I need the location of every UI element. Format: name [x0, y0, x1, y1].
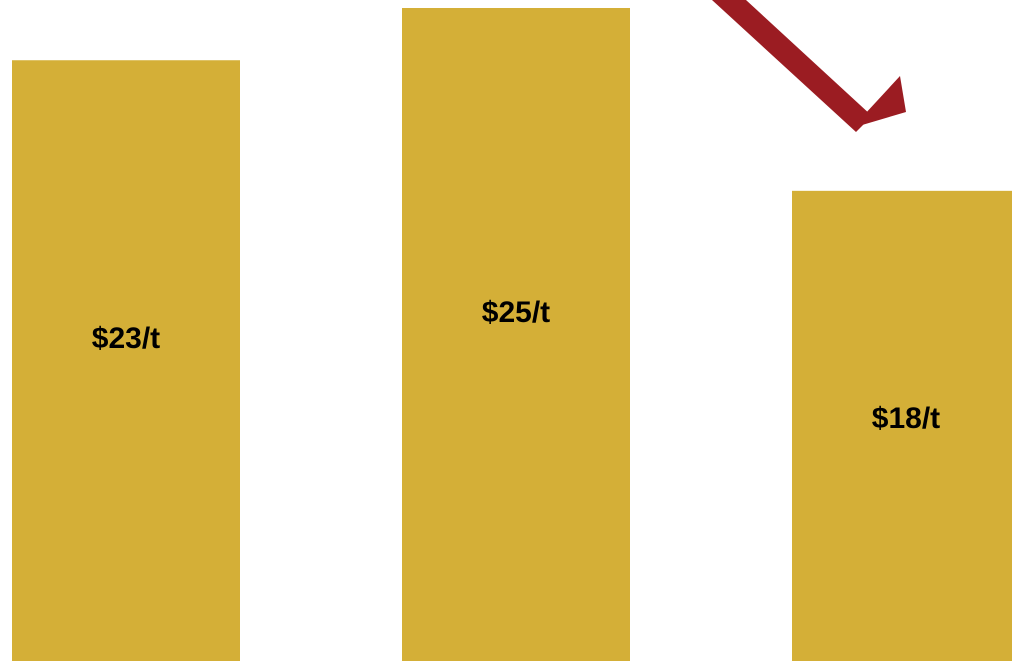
bar-3 [792, 190, 1012, 661]
labels-layer: $23/t $25/t $18/t [92, 296, 940, 435]
annotation-layer [712, 0, 906, 132]
downward-trend-arrow-icon [712, 0, 906, 132]
arrow-shaft [712, 0, 872, 132]
bar-value-label-1: $23/t [92, 322, 160, 355]
arrow-head [852, 76, 906, 128]
bars-layer [12, 8, 1012, 661]
bar-1 [12, 60, 240, 661]
bar-2 [402, 8, 630, 661]
bar-value-label-2: $25/t [482, 296, 550, 329]
bar-value-label-3: $18/t [872, 402, 940, 435]
